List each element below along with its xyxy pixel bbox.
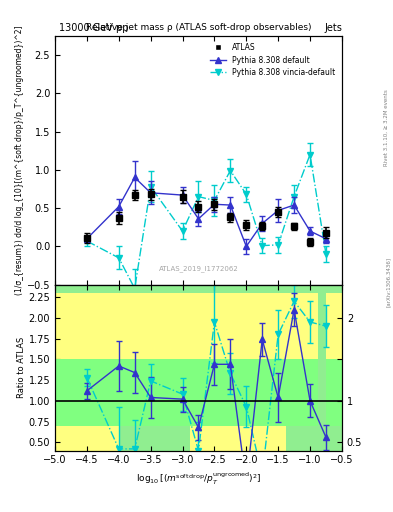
Bar (222, 359, 254, 425)
Title: Relative jet mass ρ (ATLAS soft-drop observables): Relative jet mass ρ (ATLAS soft-drop obs… (86, 23, 311, 32)
Text: 13000 GeV pp: 13000 GeV pp (59, 23, 129, 33)
Bar (159, 359, 191, 425)
Legend: ATLAS, Pythia 8.308 default, Pythia 8.308 vincia-default: ATLAS, Pythia 8.308 default, Pythia 8.30… (208, 39, 338, 80)
Text: [arXiv:1306.3436]: [arXiv:1306.3436] (386, 257, 391, 307)
Text: Rivet 3.1.10, ≥ 3.2M events: Rivet 3.1.10, ≥ 3.2M events (384, 90, 389, 166)
Bar (119, 293, 167, 359)
Bar (254, 359, 286, 425)
Text: Jets: Jets (324, 23, 342, 33)
Bar (55, 293, 87, 451)
Bar (286, 293, 318, 359)
Bar (159, 293, 191, 359)
Bar (286, 359, 318, 425)
Bar (191, 293, 222, 451)
X-axis label: $\log_{10}[(m^{\rm soft\,drop}/p_T^{\rm ungroomed})^2]$: $\log_{10}[(m^{\rm soft\,drop}/p_T^{\rm … (136, 471, 261, 487)
Bar (222, 293, 254, 451)
Text: ATLAS_2019_I1772062: ATLAS_2019_I1772062 (159, 266, 238, 272)
Bar (191, 359, 222, 425)
Bar (87, 293, 119, 451)
Y-axis label: Ratio to ATLAS: Ratio to ATLAS (17, 337, 26, 398)
Bar (326, 293, 342, 359)
Bar (55, 359, 87, 425)
Bar (87, 359, 119, 425)
Bar (254, 293, 286, 451)
Bar (326, 359, 342, 425)
Bar (119, 359, 167, 425)
Y-axis label: (1/σ_{resum}) dσ/d log_{10}[(m^{soft drop}/p_T^{ungroomed})^2]: (1/σ_{resum}) dσ/d log_{10}[(m^{soft dro… (15, 26, 24, 295)
